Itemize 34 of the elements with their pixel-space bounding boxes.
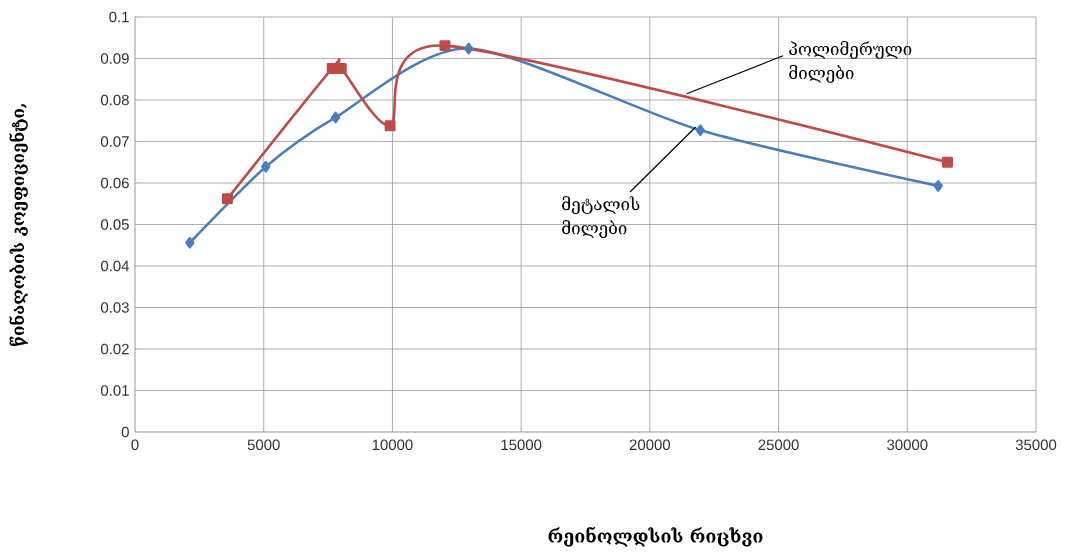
x-tick-label: 25000	[758, 439, 799, 451]
point	[330, 111, 341, 124]
y-tick-label: 0.06	[100, 177, 129, 189]
point	[439, 40, 451, 52]
x-tick-label: 30000	[887, 439, 928, 451]
y-tick-label: 0.05	[100, 219, 129, 230]
y-axis-title: წინაღობის კოეფიციენტი,	[9, 103, 28, 346]
point	[695, 124, 705, 137]
x-tick-label: 15000	[501, 439, 542, 451]
y-tick-label: 0.1	[109, 11, 129, 23]
y-tick-label: 0.02	[100, 343, 129, 355]
y-tick-label: 0	[121, 426, 129, 438]
x-tick-label: 20000	[629, 439, 671, 451]
x-tick-label: 0	[131, 439, 139, 451]
point	[335, 62, 347, 74]
point	[933, 180, 943, 192]
x-tick-label: 10000	[372, 439, 413, 451]
y-tick-label: 0.04	[100, 260, 130, 272]
y-tick-label: 0.07	[100, 136, 129, 147]
point	[185, 236, 195, 249]
point	[463, 42, 474, 55]
y-tick-label: 0.03	[100, 302, 129, 313]
point	[221, 193, 233, 205]
annotation: პოლიმერული მილები	[789, 41, 912, 83]
x-tick-label: 5000	[247, 439, 280, 451]
x-tick-label: 35000	[1015, 439, 1057, 451]
point	[384, 120, 396, 132]
annotation: მეტალის მილები	[562, 196, 640, 238]
point	[941, 156, 953, 168]
y-tick-label: 0.09	[100, 53, 129, 64]
y-tick-label: 0.08	[100, 94, 129, 106]
x-axis-title: რეინოლდსის რიცხვი	[548, 526, 763, 547]
y-tick-label: 0.01	[100, 385, 129, 396]
point	[261, 161, 271, 173]
